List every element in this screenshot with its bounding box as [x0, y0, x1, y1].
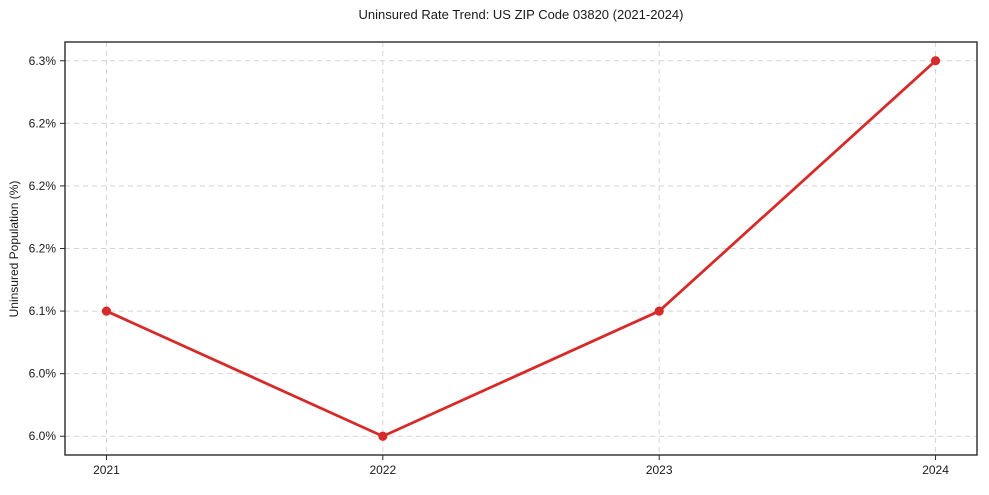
data-point-marker — [378, 431, 388, 441]
data-point-marker — [654, 306, 664, 316]
y-tick-label: 6.3% — [29, 54, 57, 68]
y-tick-label: 6.2% — [29, 242, 57, 256]
data-point-marker — [101, 306, 112, 316]
y-tick-label: 6.2% — [29, 179, 57, 193]
y-tick-label: 6.0% — [29, 429, 57, 443]
y-tick-label: 6.2% — [29, 116, 57, 130]
x-tick-label: 2024 — [922, 463, 949, 477]
y-axis-label: Uninsured Population (%) — [7, 180, 21, 318]
x-tick-label: 2021 — [93, 463, 120, 477]
chart-title: Uninsured Rate Trend: US ZIP Code 03820 … — [358, 7, 684, 22]
x-tick-label: 2022 — [369, 463, 396, 477]
trend-line — [105, 59, 937, 438]
data-point-marker — [930, 56, 941, 66]
y-tick-label: 6.0% — [29, 367, 57, 381]
x-tick-label: 2023 — [646, 463, 673, 477]
y-tick-label: 6.1% — [29, 304, 57, 318]
plot-border — [64, 41, 978, 456]
